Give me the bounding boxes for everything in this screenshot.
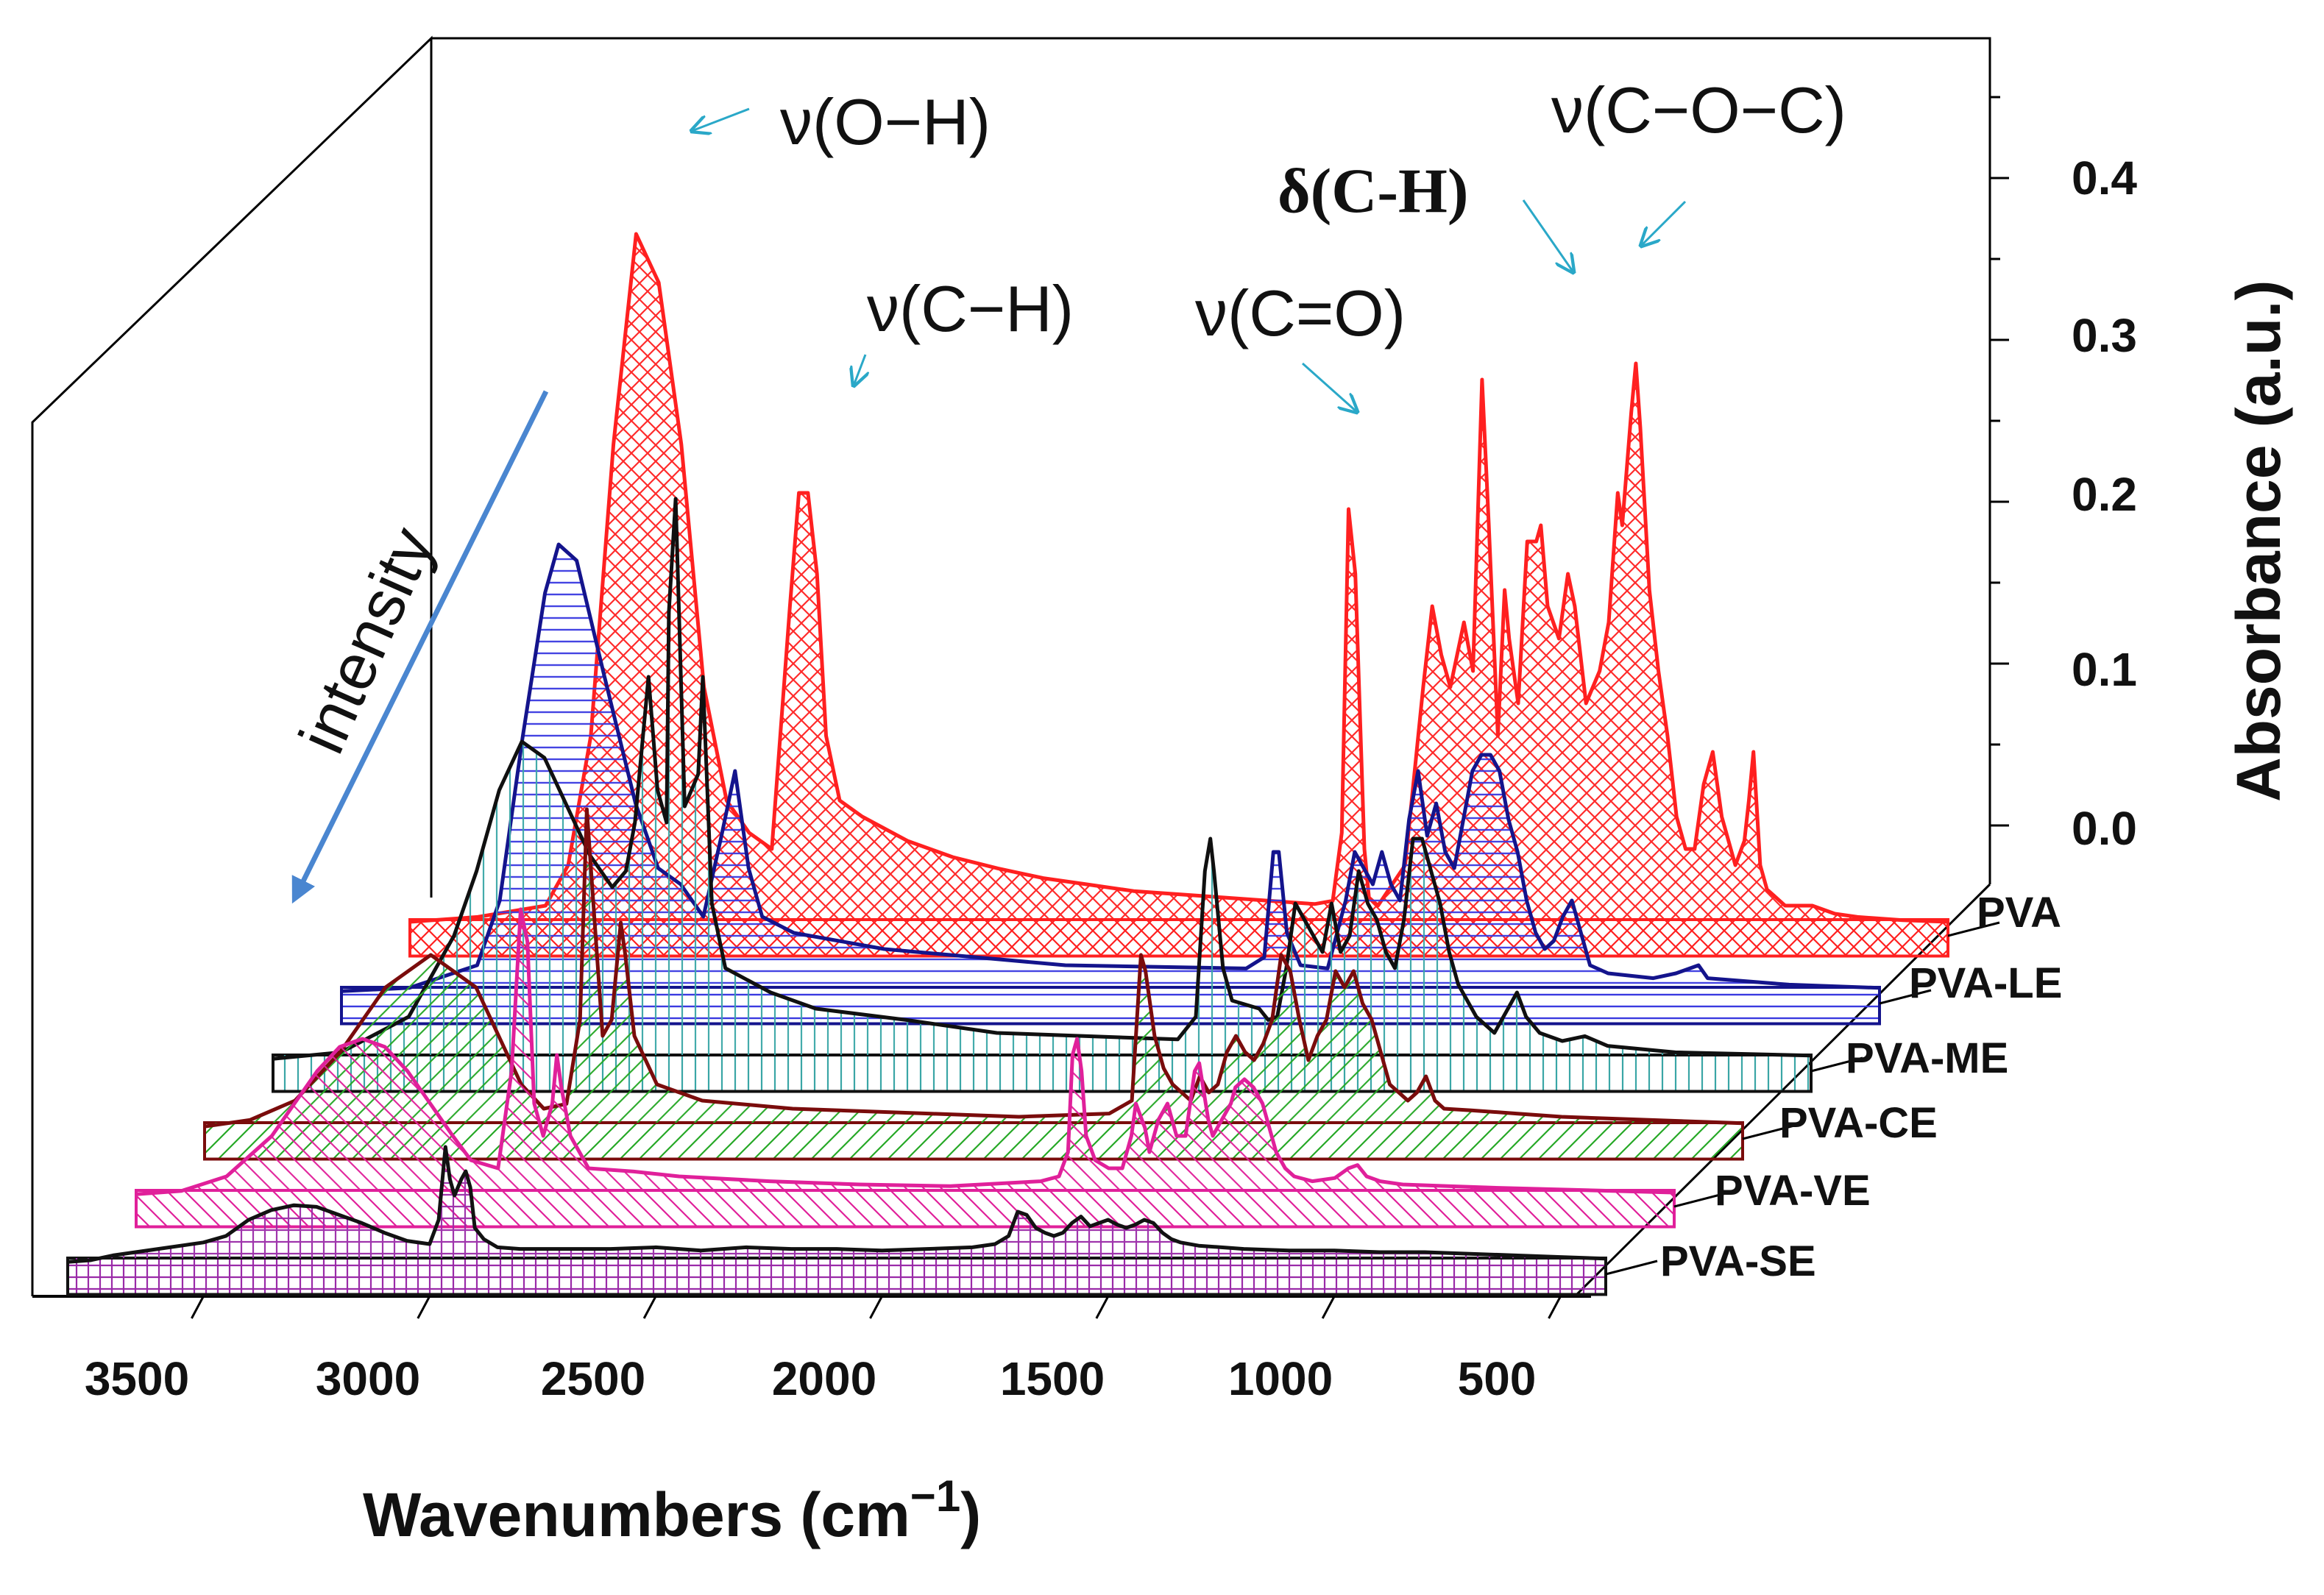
y-tick-label-0.4: 0.4 [2072, 152, 2137, 205]
x-tick-500 [1548, 1296, 1562, 1319]
series-label-pva-ve: PVA-VE [1715, 1167, 1871, 1215]
x-tick-label-1500: 1500 [1000, 1352, 1105, 1405]
arrow-coc [1641, 200, 1687, 246]
series-line [409, 232, 1949, 924]
x-tick-label-1000: 1000 [1228, 1352, 1333, 1405]
annotation-arrows-group [291, 107, 1687, 904]
y-tick-label-0.3: 0.3 [2072, 309, 2137, 362]
series-area [68, 1147, 1606, 1262]
y-tick-label-0.2: 0.2 [2072, 468, 2137, 521]
x-tick-label-2500: 2500 [541, 1352, 645, 1405]
series-slab [66, 1257, 1607, 1296]
series-leader-line [1947, 921, 2000, 937]
left-wall-outline [31, 35, 433, 1296]
x-tick-2000 [869, 1296, 883, 1319]
x-tick-1500 [1095, 1296, 1110, 1319]
series-leader-line [1742, 1124, 1795, 1140]
series-slab [135, 1189, 1676, 1229]
arrow-co [1302, 362, 1357, 412]
series-area [273, 499, 1811, 1059]
series-label-pva-me: PVA-ME [1846, 1034, 2008, 1082]
text-group: 3500 3000 2500 2000 1500 1000 500 0.0 0.… [85, 74, 2293, 1549]
arrow-ch-bend [1522, 199, 1573, 272]
x-axis-title-superscript: −1 [910, 1471, 960, 1521]
annotation-ch-bend: δ(C-H) [1278, 155, 1469, 226]
arrow-ch [854, 354, 865, 386]
series-leader-line [1605, 1260, 1658, 1276]
series-label-pva-ce: PVA-CE [1779, 1099, 1938, 1147]
series-label-pva: PVA [1977, 889, 2061, 937]
series-group [66, 232, 2000, 1296]
axes-group [191, 38, 2009, 1319]
series-line [135, 907, 1675, 1196]
annotation-ch-stretch: ν(C−H) [867, 272, 1074, 345]
series-label-pva-se: PVA-SE [1660, 1237, 1816, 1285]
x-axis-title: Wavenumbers (cm−1) [363, 1471, 981, 1549]
y-axis-title: Absorbance (a.u.) [2224, 280, 2293, 802]
x-tick-2500 [642, 1296, 657, 1319]
x-tick-label-2000: 2000 [772, 1352, 876, 1405]
series-area [136, 909, 1674, 1195]
x-tick-label-3000: 3000 [316, 1352, 420, 1405]
series-leader-line [1879, 989, 1932, 1005]
y-tick-label-0.1: 0.1 [2072, 643, 2137, 696]
x-axis-title-close: ) [960, 1480, 981, 1549]
annotation-co-stretch: ν(C=O) [1195, 277, 1406, 349]
x-tick-label-500: 500 [1458, 1352, 1537, 1405]
x-tick-1000 [1321, 1296, 1336, 1319]
intensity-arrow [291, 390, 549, 904]
series-leader-line [1673, 1192, 1726, 1208]
series-pva-se [66, 1145, 1658, 1296]
series-label-pva-le: PVA-LE [1909, 959, 2062, 1007]
series-pva-ve [135, 907, 1726, 1229]
series-leader-line [1810, 1056, 1863, 1073]
x-tick-3000 [417, 1296, 431, 1319]
annotation-oh-stretch: ν(O−H) [780, 85, 991, 158]
series-line [67, 1145, 1606, 1264]
annotation-coc-stretch: ν(C−O−C) [1551, 74, 1846, 146]
y-tick-label-0.0: 0.0 [2072, 802, 2137, 855]
series-area [341, 544, 1880, 992]
arrow-oh [692, 107, 750, 131]
series-area [205, 809, 1743, 1127]
x-tick-label-3500: 3500 [85, 1352, 189, 1405]
series-line [272, 497, 1812, 1061]
series-area [410, 234, 1948, 922]
x-tick-3500 [191, 1296, 205, 1319]
